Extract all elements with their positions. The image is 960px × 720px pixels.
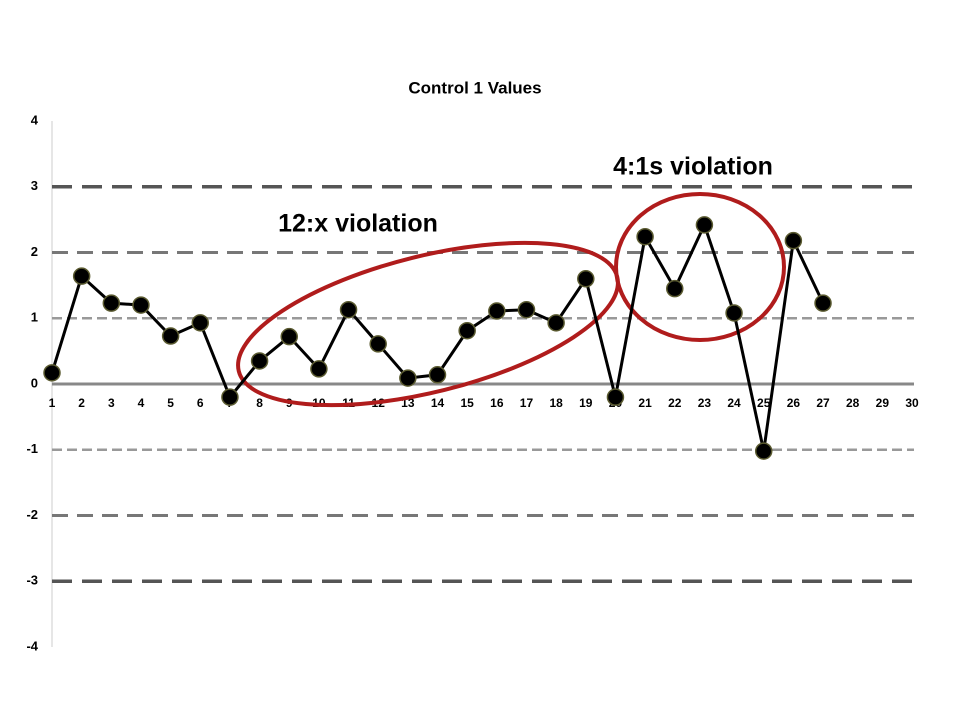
y-tick-label: 4 (31, 112, 39, 127)
x-tick-label: 2 (78, 396, 85, 410)
y-tick-label: -1 (26, 441, 38, 456)
data-point (754, 442, 773, 460)
data-point (339, 300, 358, 319)
data-point (399, 369, 417, 387)
x-tick-label: 28 (846, 396, 860, 410)
data-point (43, 364, 61, 382)
data-point (547, 314, 565, 332)
x-tick-label: 4 (138, 396, 145, 410)
x-tick-label: 21 (638, 396, 652, 410)
data-point (606, 388, 625, 406)
y-tick-label: -3 (26, 573, 38, 588)
data-point (310, 360, 328, 378)
x-tick-label: 1 (49, 396, 56, 410)
y-tick-label: -4 (26, 638, 38, 653)
x-tick-label: 23 (698, 396, 712, 410)
x-tick-label: 18 (549, 396, 563, 410)
x-tick-label: 16 (490, 396, 504, 410)
data-point (132, 296, 150, 314)
x-tick-label: 8 (256, 396, 263, 410)
data-point (191, 314, 210, 332)
x-tick-label: 22 (668, 396, 682, 410)
annotation: 4:1s violation (613, 153, 773, 181)
x-tick-label: 14 (431, 396, 445, 410)
y-tick-label: 3 (31, 178, 38, 193)
x-tick-label: 26 (787, 396, 801, 410)
x-tick-label: 5 (167, 396, 174, 410)
y-tick-label: 1 (31, 310, 38, 325)
x-tick-label: 6 (197, 396, 204, 410)
data-point (72, 267, 91, 285)
x-tick-label: 19 (579, 396, 593, 410)
x-tick-label: 30 (905, 396, 919, 410)
data-point (666, 279, 684, 298)
data-point (161, 327, 180, 345)
data-point (458, 321, 476, 340)
data-point (280, 327, 298, 346)
data-point (577, 270, 595, 288)
data-point (517, 300, 536, 319)
chart-title: Control 1 Values (408, 78, 541, 97)
x-tick-label: 25 (757, 396, 771, 410)
x-tick-label: 3 (108, 396, 115, 410)
x-tick-label: 27 (816, 396, 830, 410)
x-tick-label: 24 (727, 396, 741, 410)
data-point (428, 366, 447, 384)
data-point (814, 294, 832, 312)
data-point (102, 294, 121, 312)
data-point (369, 335, 387, 353)
data-point (250, 352, 269, 370)
data-point (488, 302, 506, 320)
data-point (221, 388, 239, 406)
x-tick-label: 17 (520, 396, 534, 410)
annotation-ellipse (614, 192, 786, 342)
data-point (784, 231, 803, 250)
data-point (725, 304, 743, 322)
y-tick-label: 0 (31, 375, 38, 390)
y-tick-label: 2 (31, 244, 38, 259)
data-point (636, 227, 654, 246)
x-tick-label: 15 (460, 396, 474, 410)
y-tick-label: -2 (26, 507, 38, 522)
data-point (695, 216, 714, 234)
x-tick-label: 29 (876, 396, 890, 410)
annotation: 12:x violation (278, 210, 438, 238)
